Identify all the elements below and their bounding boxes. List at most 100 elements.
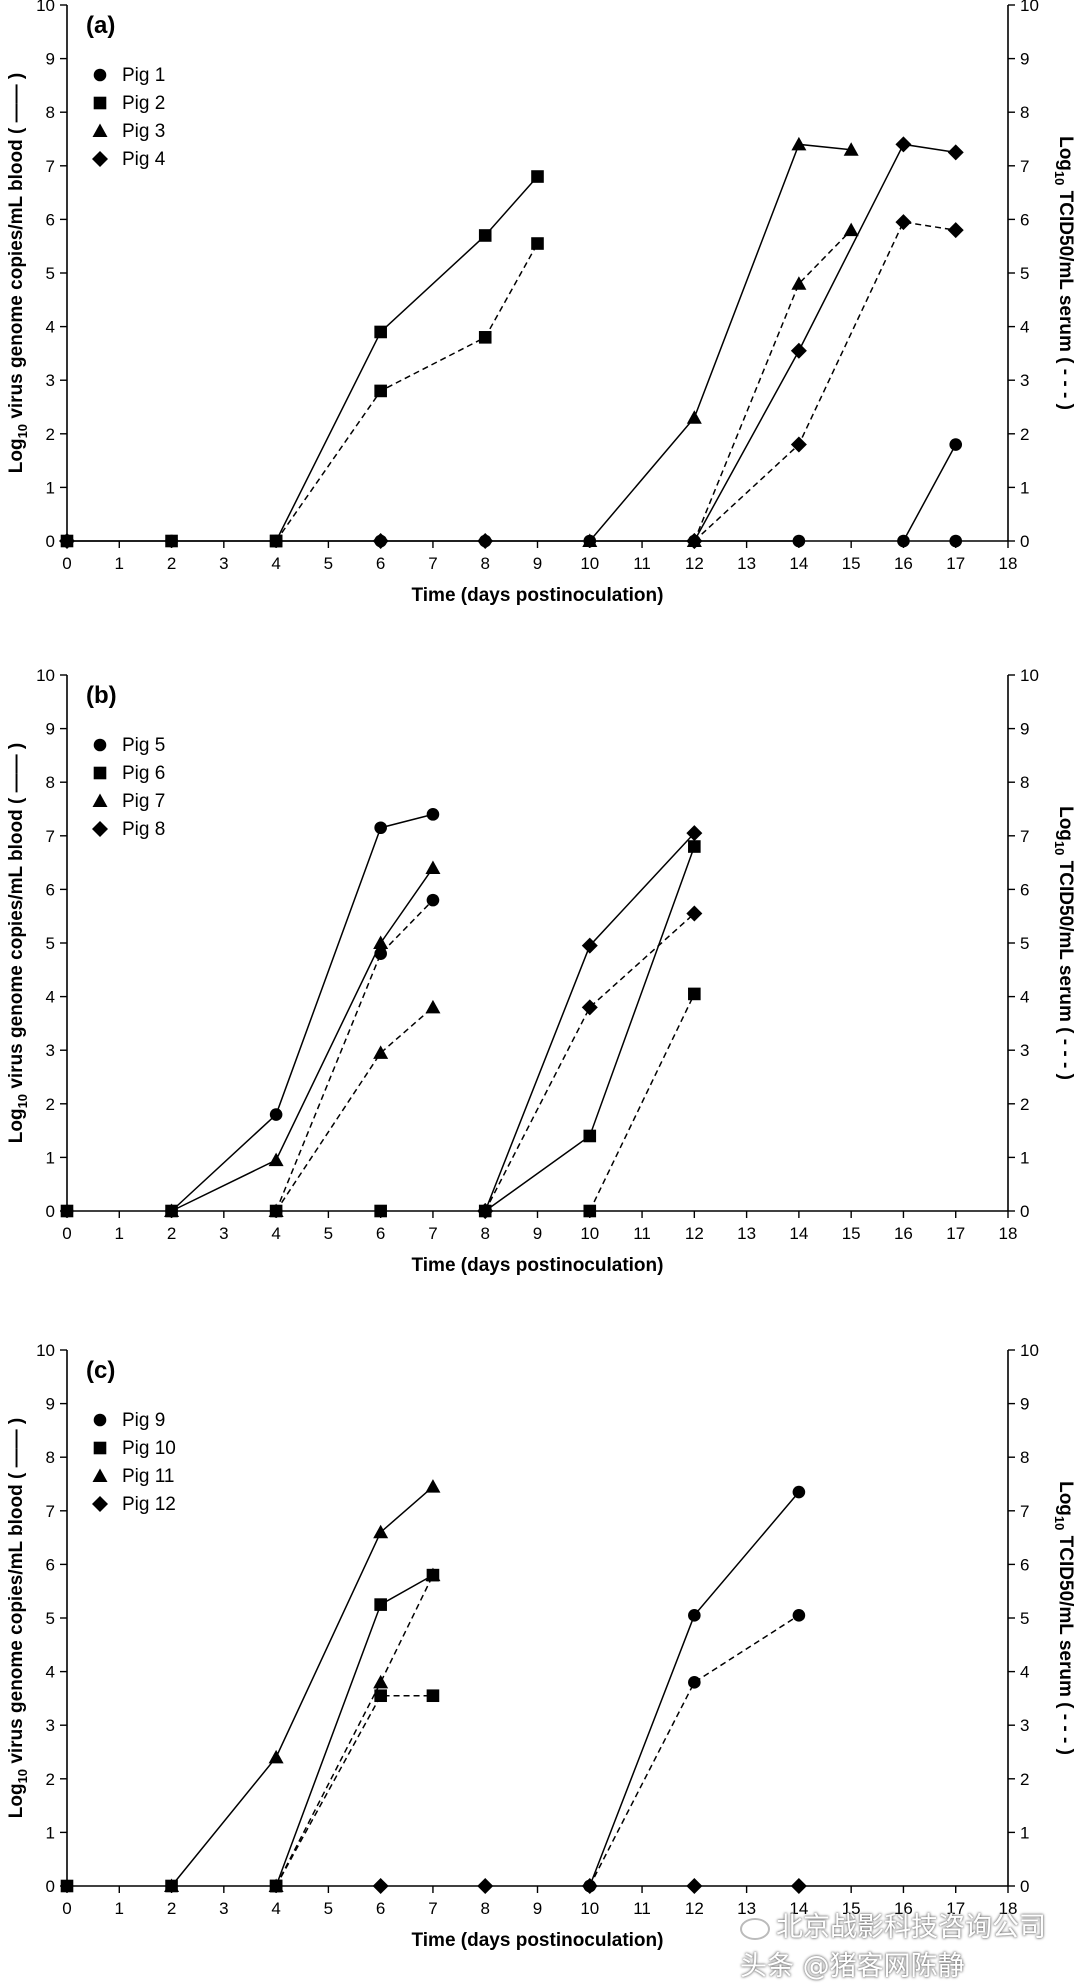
panel-a-ytick-label-right: 3 [1020,371,1029,390]
panel-a-series-pig-1-point [792,534,806,548]
panel-b-ytick-label-left: 3 [46,1041,55,1060]
panel-a-series-pig-2-point [374,384,387,398]
panel-c: 0 01 12 23 34 45 56 67 78 89 910 100 1 2 3 4 5 6 7 8 9 10 11 12… [6,1341,1076,1951]
panel-a-ytick-label-left: 0 [46,532,55,551]
panel-a-legend-marker [93,68,107,82]
panel-c-series-pig-12-point [477,1878,494,1894]
panel-a-ytick-label-left: 3 [46,371,55,390]
panel-b-xtick-label: 5 [324,1224,333,1243]
panel-a-xtick-label: 6 [376,554,385,573]
panel-b-ytick-label-left: 10 [36,666,55,685]
panel-b-series-pig-5-dashed-line [275,899,434,1212]
panel-c-ytick-label-right: 8 [1020,1448,1029,1467]
panel-a-xtick-label: 16 [894,554,913,573]
panel-c-series-pig-12-point [581,1878,598,1894]
panel-b-legend-marker [93,766,107,780]
panel-a-xtick-label: 17 [946,554,965,573]
panel-b-legend-marker [93,738,107,752]
panel-c-series-pig-12-point [372,1878,389,1894]
panel-c-xtick-label: 8 [480,1899,489,1918]
panel-b-series-pig-6-point [583,1204,597,1218]
panel-c-series-pig-11-dashed-line [275,1574,434,1887]
panel-a-legend-label: Pig 1 [122,65,165,86]
panel-b-series-pig-8-solid-line [484,832,695,1212]
panel-c-xtick-label: 9 [533,1899,542,1918]
panel-c-xtick-label: 18 [999,1899,1018,1918]
panel-a-xtick-label: 8 [480,554,489,573]
panel-c-xtick-label: 4 [271,1899,280,1918]
panel-c-series-pig-10-point [374,1689,387,1703]
panel-b-series-pig-6-solid-line [484,846,696,1212]
panel-c-series-pig-9-dashed-line [589,1614,800,1887]
panel-a-series-pig-1-point [949,438,963,451]
panel-a-legend-label: Pig 3 [122,121,165,142]
panel-a-xtick-label: 4 [271,554,280,573]
panel-a-legend-marker [92,151,108,167]
panel-b-ytick-label-right: 1 [1020,1148,1029,1167]
panel-a-series-pig-3-point [843,142,859,156]
panel-b-series-pig-8-point [686,825,703,842]
panel-b-legend-label: Pig 8 [122,819,165,840]
panel-c-series-pig-10-dashed-line [275,1694,433,1887]
panel-b-xtick-label: 15 [842,1224,861,1243]
panel-a-series-pig-4-point [947,222,964,239]
panel-c-series-pig-11-point [425,1567,441,1582]
panel-b-series-pig-7-point [373,935,389,949]
panel-a-series-pig-3-point [791,276,807,290]
panel-b-xtick-label: 2 [167,1224,176,1243]
panel-c-xtick-label: 10 [580,1899,599,1918]
panel-b-ytick-label-left: 8 [46,773,55,792]
panel-a-series-pig-2-point [269,534,283,548]
panel-c-y-axis-label-left: Log10 virus genome copies/mL blood ( —— … [6,1418,30,1819]
panel-b-series-pig-7-point [164,1203,180,1217]
panel-c-series-pig-10-point [60,1879,74,1893]
panel-a-xtick-label: 2 [167,554,176,573]
panel-c-xtick-label: 7 [428,1899,437,1918]
panel-b-xtick-label: 11 [633,1224,651,1243]
panel-c-xtick-label: 17 [946,1899,965,1918]
panel-c-series-pig-9-solid-line [589,1491,800,1887]
panel-b-series-pig-6-dashed-line [589,993,696,1212]
panel-a-series-pig-2-point [478,229,492,242]
panel-a-series-pig-4-point [790,342,807,359]
panel-b-ytick-label-right: 2 [1020,1095,1029,1114]
panel-a-xtick-label: 18 [999,554,1018,573]
panel-a-xtick-label: 11 [633,554,651,573]
panel-c-series-pig-11-point [425,1479,441,1493]
panel-a-series-pig-4-solid-line [693,143,956,542]
panel-b-xtick-label: 17 [946,1224,965,1243]
panel-b-series-pig-5-point [269,1108,283,1121]
panel-b-ytick-label-left: 7 [46,827,55,846]
panel-a-series-pig-2-point [478,331,492,344]
panel-b-series-pig-8-point [477,1203,494,1219]
panel-b-series-pig-5-point [426,893,440,907]
panel-c-xtick-label: 11 [633,1899,651,1918]
panel-a-xtick-label: 12 [685,554,704,573]
panel-c-xtick-label: 5 [324,1899,333,1918]
panel-b-ytick-label-left: 0 [46,1202,55,1221]
panel-b-ytick-label-left: 6 [46,880,55,899]
panel-a-series-pig-2-point [374,325,387,339]
panel-a-series-pig-2-point [531,170,544,183]
panel-c-ytick-label-right: 10 [1020,1341,1039,1360]
panel-c-ytick-label-left: 6 [46,1555,55,1574]
panel-c-series-pig-12-point [790,1878,807,1894]
panel-c-series-pig-11-point [373,1524,389,1539]
panel-a-ytick-label-left: 1 [46,478,55,497]
panel-c-x-axis-label: Time (days postinoculation) [412,1930,664,1951]
panel-a-series-pig-3-point [582,533,598,547]
panel-c-series-pig-9-point [688,1676,701,1689]
panel-c-xtick-label: 14 [789,1899,808,1918]
panel-b-series-pig-5-point [426,808,440,821]
panel-b-legend-label: Pig 5 [122,735,165,756]
panel-b-xtick-label: 8 [480,1224,489,1243]
panel-b-legend-label: Pig 6 [122,763,165,784]
panel-b-series-pig-8-dashed-line [484,912,695,1212]
panel-b-series-pig-6-point [583,1129,597,1143]
panel-b-legend-label: Pig 7 [122,791,165,812]
panel-a-xtick-label: 13 [737,554,756,573]
panel-b: 0 01 12 23 34 45 56 67 78 89 910 100 1 2 3 4 5 6 7 8 9 10 11 12… [6,666,1076,1276]
panel-c-series-pig-12-point [686,1878,703,1894]
panel-c-series-pig-10-point [374,1598,387,1611]
